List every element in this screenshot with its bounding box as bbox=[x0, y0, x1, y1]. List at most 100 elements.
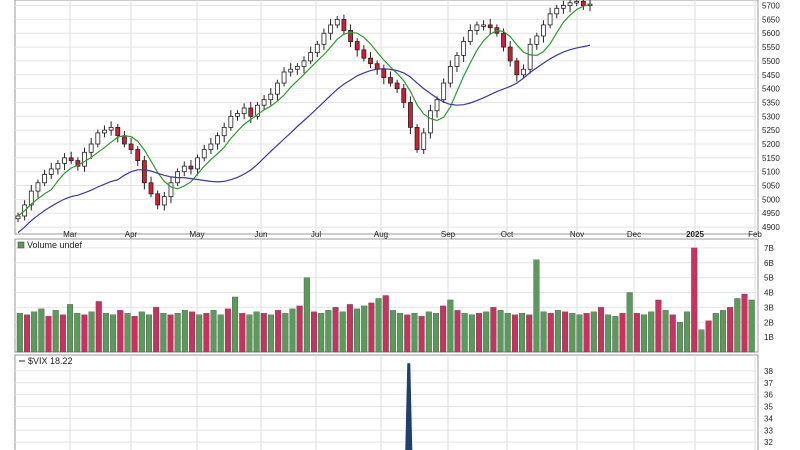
volume-bar bbox=[16, 313, 23, 353]
volume-bar bbox=[626, 292, 633, 353]
price-tick-label: 5000 bbox=[762, 195, 780, 204]
price-tick-label: 5250 bbox=[762, 126, 780, 135]
candle-body bbox=[554, 7, 560, 15]
candle-body bbox=[580, 0, 586, 6]
volume-tick-label: 6B bbox=[764, 259, 774, 268]
volume-bar bbox=[468, 314, 475, 353]
volume-bar bbox=[619, 313, 626, 353]
price-tick-label: 5600 bbox=[762, 29, 780, 38]
volume-tick-label: 4B bbox=[764, 289, 774, 298]
candle-body bbox=[567, 2, 573, 6]
volume-bar bbox=[117, 310, 124, 353]
price-tick-label: 5400 bbox=[762, 85, 780, 94]
candle-body bbox=[507, 46, 513, 62]
candle-body bbox=[334, 18, 340, 26]
volume-bar bbox=[74, 313, 81, 353]
volume-bar bbox=[511, 314, 518, 353]
candle-body bbox=[388, 77, 393, 84]
volume-tick-label: 2B bbox=[764, 318, 774, 327]
candle-body bbox=[108, 126, 114, 131]
volume-bar bbox=[662, 310, 669, 353]
vix-tick-label: 32 bbox=[764, 438, 773, 447]
volume-bar bbox=[676, 322, 683, 353]
volume-title: Volume undef bbox=[27, 240, 83, 250]
volume-bar bbox=[124, 313, 131, 353]
candle-body bbox=[474, 24, 480, 31]
price-tick-label: 4900 bbox=[762, 223, 780, 232]
volume-bar bbox=[232, 296, 239, 353]
volume-bar bbox=[246, 314, 253, 353]
price-tick-label: 5350 bbox=[762, 98, 780, 107]
vix-spike bbox=[405, 363, 413, 450]
volume-bar bbox=[705, 320, 712, 353]
candle-body bbox=[368, 57, 373, 65]
vix-tick-label: 38 bbox=[764, 367, 773, 376]
volume-bar bbox=[189, 311, 196, 353]
volume-bar bbox=[583, 313, 590, 353]
candle-body bbox=[195, 157, 200, 170]
volume-bar bbox=[641, 314, 648, 353]
volume-bar bbox=[67, 304, 74, 353]
candle-body bbox=[348, 30, 353, 42]
volume-bar bbox=[432, 313, 439, 353]
volume-bar bbox=[712, 313, 719, 353]
volume-bar bbox=[397, 313, 404, 353]
candle-body bbox=[574, 0, 580, 4]
vix-tick-label: 34 bbox=[764, 414, 773, 423]
candle-body bbox=[560, 5, 566, 9]
candle-body bbox=[148, 182, 154, 195]
candle-body bbox=[328, 24, 334, 34]
volume-bar bbox=[504, 313, 511, 353]
volume-tick-label: 5B bbox=[764, 274, 774, 283]
candle-body bbox=[141, 160, 147, 184]
volume-bar bbox=[633, 313, 640, 353]
volume-bar bbox=[31, 311, 38, 353]
candle-body bbox=[547, 13, 553, 26]
volume-legend-swatch bbox=[17, 241, 25, 249]
candle-body bbox=[427, 110, 433, 134]
x-tick-label: Feb bbox=[748, 230, 762, 239]
volume-bar bbox=[519, 313, 526, 353]
candle-body bbox=[228, 115, 234, 128]
volume-bar bbox=[52, 310, 59, 353]
candle-body bbox=[42, 174, 48, 184]
volume-bar bbox=[325, 310, 332, 353]
candle-body bbox=[288, 68, 294, 73]
candle-body bbox=[135, 149, 141, 162]
volume-bar bbox=[311, 311, 317, 353]
volume-bar bbox=[131, 316, 138, 353]
candle-body bbox=[341, 18, 347, 31]
volume-bar bbox=[45, 316, 52, 353]
candle-body bbox=[401, 88, 407, 103]
volume-bar bbox=[691, 247, 698, 353]
candle-body bbox=[155, 193, 161, 206]
candle-body bbox=[467, 30, 473, 42]
volume-bar bbox=[181, 310, 188, 353]
volume-tick-label: 7B bbox=[764, 244, 774, 253]
candle-body bbox=[374, 63, 380, 70]
price-tick-label: 4950 bbox=[762, 209, 780, 218]
candle-body bbox=[241, 107, 247, 114]
candle-body bbox=[314, 43, 320, 54]
short-moving-average bbox=[17, 4, 591, 217]
volume-bar bbox=[648, 311, 655, 353]
volume-bar bbox=[719, 310, 726, 353]
candle-body bbox=[481, 24, 486, 27]
volume-tick-label: 1B bbox=[764, 333, 774, 342]
candle-body bbox=[501, 32, 506, 48]
volume-bar bbox=[38, 308, 45, 353]
volume-bar bbox=[382, 295, 389, 353]
volume-bar bbox=[698, 329, 705, 353]
vix-tick-label: 36 bbox=[764, 391, 773, 400]
volume-bar bbox=[368, 302, 375, 353]
long-moving-average bbox=[17, 44, 591, 234]
volume-bar bbox=[138, 311, 145, 353]
candle-body bbox=[15, 215, 21, 220]
candle-body bbox=[75, 160, 81, 167]
candle-body bbox=[301, 60, 307, 67]
volume-bar bbox=[217, 314, 224, 353]
candle-body bbox=[261, 99, 267, 106]
candle-body bbox=[55, 162, 61, 170]
vix-tick-label: 33 bbox=[764, 426, 773, 435]
